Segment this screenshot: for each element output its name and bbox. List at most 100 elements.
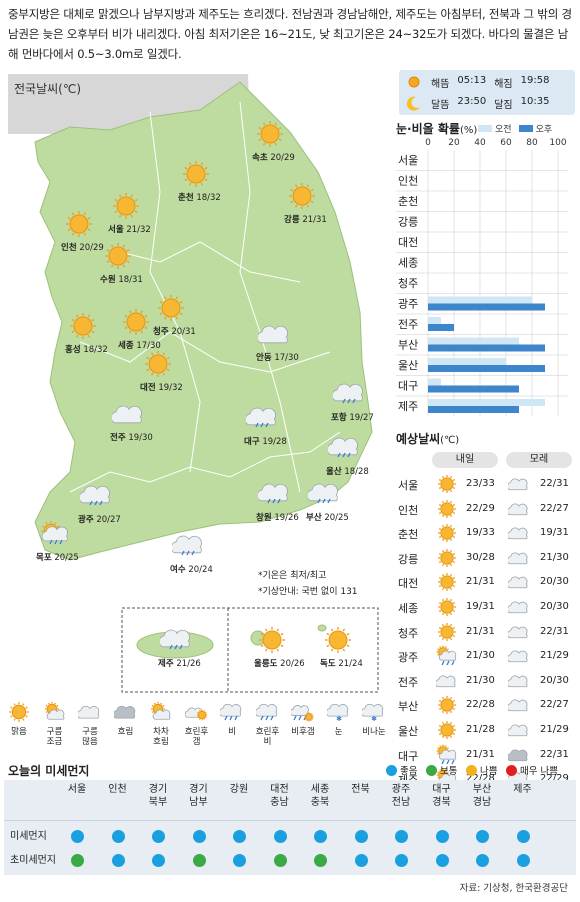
pm10-dot xyxy=(192,830,206,843)
pm25-dot xyxy=(273,854,287,867)
map-city-temp: 20/25 xyxy=(324,513,349,523)
forecast-city: 대구 xyxy=(398,749,419,763)
map-city-label-4: 인천 20/29 xyxy=(61,241,104,253)
precip-bar-am xyxy=(428,378,441,386)
forecast-temp-d1: 22/29 xyxy=(466,502,495,514)
forecast-temp-d1: 22/28 xyxy=(466,773,495,785)
forecast-row: 인천 22/29 22/27 xyxy=(396,499,576,521)
pm25-dot xyxy=(71,854,84,867)
forecast-row: 춘천 19/33 19/31 xyxy=(396,523,576,545)
forecast-temp-d2: 20/30 xyxy=(540,674,569,686)
map-city-temp: 18/31 xyxy=(118,275,143,285)
forecast-row: 청주 21/31 22/31 xyxy=(396,622,576,644)
map-city-label-16: 창원 19/26 xyxy=(256,511,299,523)
map-city-icon-11 xyxy=(331,378,367,416)
map-city-label-12: 전주 19/30 xyxy=(110,431,153,443)
dust-region: 부산 경남 xyxy=(472,784,492,808)
sunrise-label: 해뜸 xyxy=(431,79,450,90)
forecast-row: 울산 21/28 21/29 xyxy=(396,720,576,742)
legend-pm: 오후 xyxy=(535,125,553,135)
forecast-icon-d2 xyxy=(507,571,530,596)
map-city-temp: 20/25 xyxy=(54,553,79,563)
dust-region: 경기 북부 xyxy=(148,784,168,808)
forecast-temp-d2: 20/30 xyxy=(540,576,569,588)
pm25-label: 초미세먼지 xyxy=(10,855,56,866)
forecast-temp-d1: 23/33 xyxy=(466,478,495,489)
legend-label: 눈 xyxy=(334,727,343,737)
dust-region: 광주 전남 xyxy=(391,784,411,808)
forecast-icon-d2 xyxy=(507,498,530,523)
map-city-icon-12 xyxy=(110,398,146,436)
legend-icon xyxy=(146,700,176,727)
map-city-temp: 21/32 xyxy=(126,225,151,235)
weather-legend: 맑음 구름 조금 구름 많음 흐림 차차 흐림 흐린후 갬 비 흐린후 비 비후갬 ✱ 눈 ✱ 비나눈 xyxy=(0,700,395,750)
forecast-temp-d1: 21/28 xyxy=(466,724,495,735)
map-city-icon-6 xyxy=(67,310,99,346)
forecast-icon-d1 xyxy=(435,670,458,695)
legend-label: 비후갬 xyxy=(291,727,315,737)
map-city-temp: 17/30 xyxy=(274,353,299,363)
map-city-temp: 19/32 xyxy=(158,383,183,393)
precip-bar-pm xyxy=(428,303,545,311)
precip-category: 대전 xyxy=(398,236,418,249)
forecast-temp-d1: 21/30 xyxy=(466,674,495,686)
map-city-icon-15 xyxy=(78,480,114,518)
pm25-dot xyxy=(314,854,327,867)
legend-item: 비 xyxy=(217,700,247,737)
forecast-city: 광주 xyxy=(398,651,419,665)
map-city-icon-9 xyxy=(256,318,292,356)
map-city-name: 부산 xyxy=(306,513,322,523)
legend-icon xyxy=(253,700,283,727)
precip-title-text: 눈·비올 확률 xyxy=(396,122,460,136)
sun-icon xyxy=(408,76,420,88)
precip-category: 제주 xyxy=(398,400,418,413)
island-label-0: 제주 21/26 xyxy=(158,657,201,669)
precip-bar-pm xyxy=(428,344,545,352)
island-icon-2 xyxy=(322,624,354,660)
forecast-temp-d1: 19/33 xyxy=(466,527,495,539)
map-city-label-9: 안동 17/30 xyxy=(256,351,299,363)
legend-pm-swatch xyxy=(518,125,533,132)
forecast-temp-d2: 22/27 xyxy=(540,502,569,514)
forecast-col-dayafter: 모레 xyxy=(506,452,572,468)
forecast-icon-d1 xyxy=(436,645,458,670)
svg-text:✱: ✱ xyxy=(371,715,377,723)
forecast-icon-d1 xyxy=(436,596,458,621)
sunset-label: 해짐 xyxy=(494,79,513,90)
forecast-col-tomorrow: 내일 xyxy=(432,452,498,468)
map-city-name: 강릉 xyxy=(284,215,300,225)
precip-bar-am xyxy=(428,317,441,324)
map-city-icon-8 xyxy=(155,292,187,328)
map-city-name: 대구 xyxy=(244,437,260,447)
legend-icon xyxy=(217,700,247,727)
forecast-city: 서울 xyxy=(398,479,419,492)
forecast-icon-d1 xyxy=(436,694,458,719)
legend-icon xyxy=(111,700,141,727)
map-city-name: 울산 xyxy=(326,467,342,477)
dust-legend-item: 매우 나쁨 xyxy=(506,763,558,777)
map-city-name: 인천 xyxy=(61,243,77,253)
forecast-temp-d2: 21/29 xyxy=(540,724,569,735)
precip-unit: (%) xyxy=(459,125,478,136)
map-city-name: 대전 xyxy=(140,383,156,393)
map-city-label-2: 강릉 21/31 xyxy=(284,213,327,225)
forecast-icon-d1 xyxy=(436,571,458,596)
map-city-icon-13 xyxy=(244,402,280,440)
legend-item: 흐린후 갬 xyxy=(182,700,212,747)
map-city-temp: 18/32 xyxy=(83,345,108,355)
forecast-row: 부산 22/28 22/27 xyxy=(396,695,576,717)
forecast-temp-d1: 21/31 xyxy=(466,576,495,588)
pm10-dot xyxy=(71,830,84,843)
pm10-dot xyxy=(233,830,246,843)
map-city-label-8: 청주 20/31 xyxy=(153,325,196,337)
map-city-icon-10 xyxy=(142,348,174,384)
dust-legend-item: 좋음 xyxy=(386,763,417,777)
forecast-temp-d2: 19/31 xyxy=(540,527,569,539)
map-city-temp: 18/32 xyxy=(196,193,221,203)
island-icon-0 xyxy=(158,624,194,662)
forecast-icon-d1 xyxy=(436,744,458,769)
legend-item: 비후갬 xyxy=(288,700,318,737)
moonset-label: 달짐 xyxy=(494,100,513,111)
forecast-row: 대구 21/31 22/31 xyxy=(396,744,576,769)
pm25-dot xyxy=(233,854,246,867)
